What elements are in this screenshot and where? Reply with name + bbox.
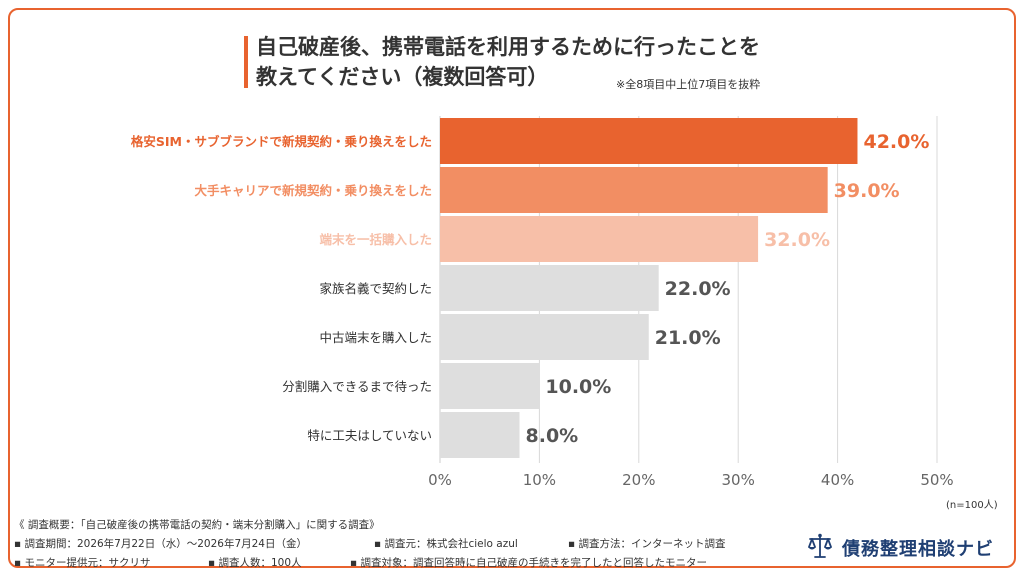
tick-layer: 0% 10% 20% 30% 40% 50% [428,471,954,489]
title-accent-bar [244,36,248,88]
value-label: 10.0% [545,376,611,398]
bar [440,412,520,458]
category-label: 特に工夫はしていない [307,428,432,443]
chart-title-line2: 教えてください（複数回答可） [256,65,549,89]
scales-of-justice-icon [808,533,832,558]
category-label: 中古端末を購入した [319,330,432,345]
category-label: 家族名義で契約した [319,281,432,296]
survey-source: ▪ 調査元：株式会社cielo azul [374,538,518,550]
category-label: 大手キャリアで新規契約・乗り換えをした [194,183,432,198]
category-label: 分割購入できるまで待った [282,379,432,394]
survey-provider: ▪ モニター提供元：サクリサ [14,557,151,569]
survey-target: ▪ 調査対象：調査回答時に自己破産の手続きを完了したと回答したモニター [350,557,707,569]
category-label: 格安SIM・サブブランドで新規契約・乗り換えをした [131,134,432,149]
bar [440,118,858,164]
survey-heading: 《 調査概要：「自己破産後の携帯電話の契約・端末分割購入」に関する調査》 [14,519,380,531]
value-label: 32.0% [764,229,830,251]
category-label: 端末を一括購入した [319,232,432,247]
page-frame [8,8,1016,568]
survey-count: ▪ 調査人数：100人 [208,557,302,569]
bar-chart: 格安SIM・サブブランドで新規契約・乗り換えをした 42.0% 大手キャリアで新規契… [131,116,954,489]
value-label: 22.0% [665,278,731,300]
bar [440,167,828,213]
value-label: 21.0% [655,327,721,349]
x-tick-label: 0% [428,471,452,489]
chart-note: ※全8項目中上位7項目を抜粋 [616,78,761,91]
survey-period: ▪ 調査期間：2026年7月22日（水）〜2026年7月24日（金） [14,538,307,550]
bar-layer: 格安SIM・サブブランドで新規契約・乗り換えをした 42.0% 大手キャリアで新規契… [131,118,929,458]
bar [440,216,759,262]
x-tick-label: 10% [523,471,556,489]
chart-title-line1: 自己破産後、携帯電話を利用するために行ったことを [256,35,760,59]
sample-size-label: (n=100人) [946,500,998,511]
logo-text: 債務整理相談ナビ [842,539,994,560]
x-tick-label: 20% [622,471,655,489]
chart-title: 自己破産後、携帯電話を利用するために行ったことを 教えてください（複数回答可） [256,32,760,92]
x-tick-label: 50% [920,471,953,489]
bar [440,363,540,409]
x-tick-label: 40% [821,471,854,489]
bar [440,314,649,360]
value-label: 39.0% [834,180,900,202]
survey-method: ▪ 調査方法：インターネット調査 [568,538,726,550]
bar [440,265,659,311]
value-label: 8.0% [526,425,579,447]
value-label: 42.0% [863,131,929,153]
x-tick-label: 30% [722,471,755,489]
